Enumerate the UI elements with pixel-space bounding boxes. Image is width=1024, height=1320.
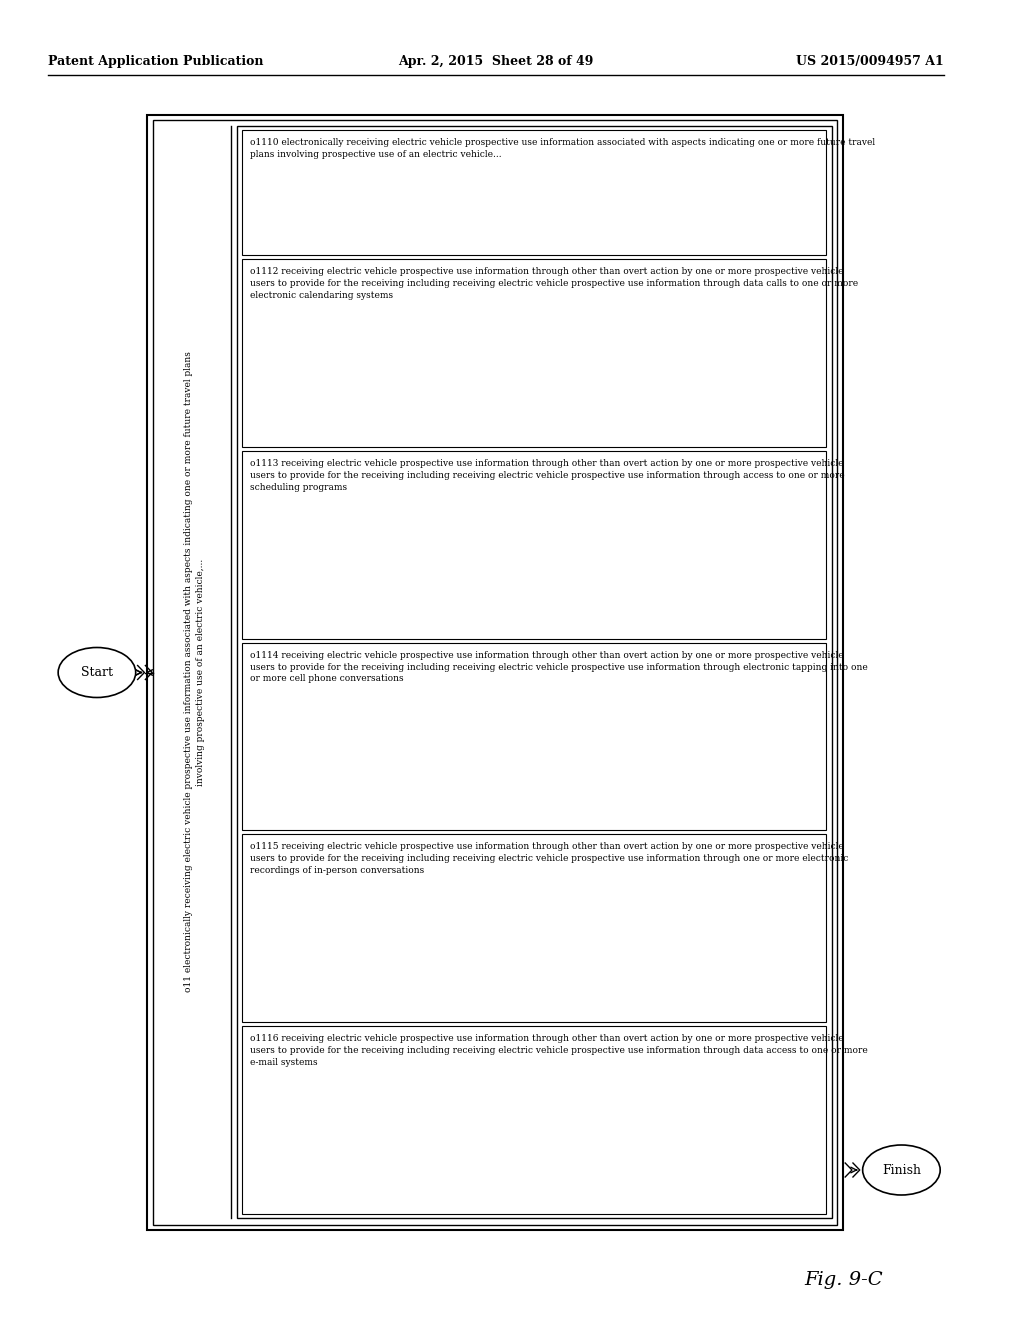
Text: Finish: Finish: [882, 1163, 921, 1176]
Ellipse shape: [58, 648, 136, 697]
Text: o11 electronically receiving electric vehicle prospective use information associ: o11 electronically receiving electric ve…: [184, 351, 205, 993]
Text: o1112 receiving electric vehicle prospective use information through other than : o1112 receiving electric vehicle prospec…: [250, 267, 858, 300]
Text: o1110 electronically receiving electric vehicle prospective use information asso: o1110 electronically receiving electric …: [250, 139, 876, 158]
Bar: [237, 125, 831, 1218]
Text: Start: Start: [81, 667, 113, 678]
Text: Apr. 2, 2015  Sheet 28 of 49: Apr. 2, 2015 Sheet 28 of 49: [398, 55, 594, 69]
Bar: [147, 115, 843, 1230]
Bar: [243, 259, 825, 447]
Text: US 2015/0094957 A1: US 2015/0094957 A1: [797, 55, 944, 69]
Text: o1115 receiving electric vehicle prospective use information through other than : o1115 receiving electric vehicle prospec…: [250, 842, 849, 875]
Text: o1113 receiving electric vehicle prospective use information through other than : o1113 receiving electric vehicle prospec…: [250, 459, 845, 491]
Bar: [243, 129, 825, 255]
Bar: [243, 834, 825, 1022]
Text: o1114 receiving electric vehicle prospective use information through other than : o1114 receiving electric vehicle prospec…: [250, 651, 867, 684]
Text: o1116 receiving electric vehicle prospective use information through other than : o1116 receiving electric vehicle prospec…: [250, 1035, 867, 1067]
Bar: [154, 120, 838, 1225]
Ellipse shape: [862, 1144, 940, 1195]
Bar: [243, 1026, 825, 1214]
Text: Patent Application Publication: Patent Application Publication: [48, 55, 264, 69]
Bar: [243, 451, 825, 639]
Text: Fig. 9-C: Fig. 9-C: [804, 1271, 883, 1290]
Bar: [243, 643, 825, 830]
